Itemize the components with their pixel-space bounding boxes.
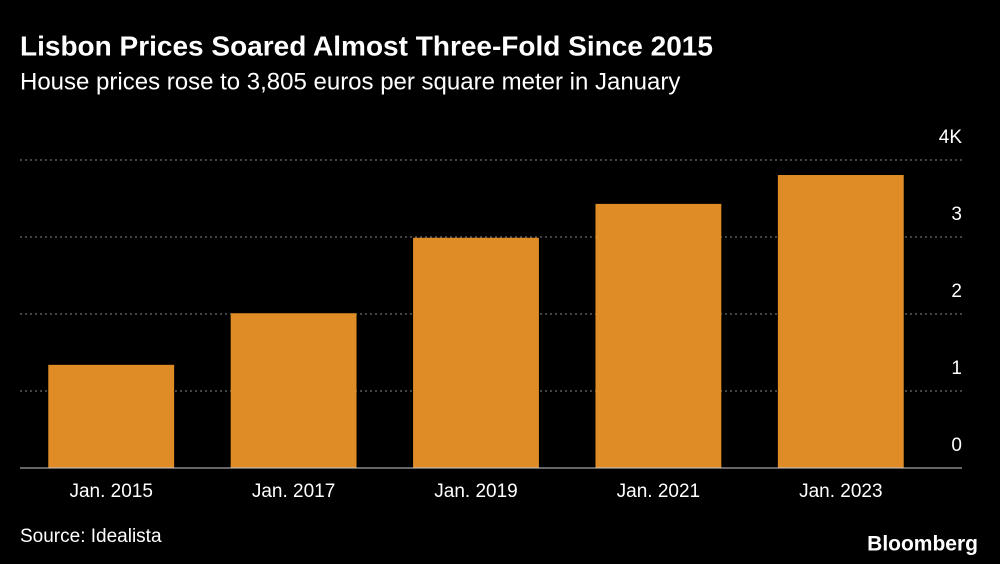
bar xyxy=(48,364,175,468)
y-tick-label: 0 xyxy=(951,435,962,456)
bar xyxy=(777,175,904,468)
bar xyxy=(230,313,357,468)
x-tick-label: Jan. 2019 xyxy=(434,481,517,502)
source: Source: Idealista xyxy=(20,526,162,547)
y-tick-label: 3 xyxy=(951,204,962,225)
y-tick-label: 2 xyxy=(951,281,962,302)
x-tick-label: Jan. 2015 xyxy=(69,481,152,502)
bar xyxy=(413,237,539,468)
bar xyxy=(595,203,722,468)
x-tick-label: Jan. 2023 xyxy=(799,481,882,502)
x-tick-label: Jan. 2017 xyxy=(252,481,335,502)
chart-title: Lisbon Prices Soared Almost Three-Fold S… xyxy=(20,30,713,61)
y-tick-label: 4K xyxy=(939,127,963,148)
y-tick-label: 1 xyxy=(951,358,962,379)
logo: Bloomberg xyxy=(867,533,978,556)
x-tick-label: Jan. 2021 xyxy=(617,481,700,502)
chart-subtitle: House prices rose to 3,805 euros per squ… xyxy=(20,68,680,95)
